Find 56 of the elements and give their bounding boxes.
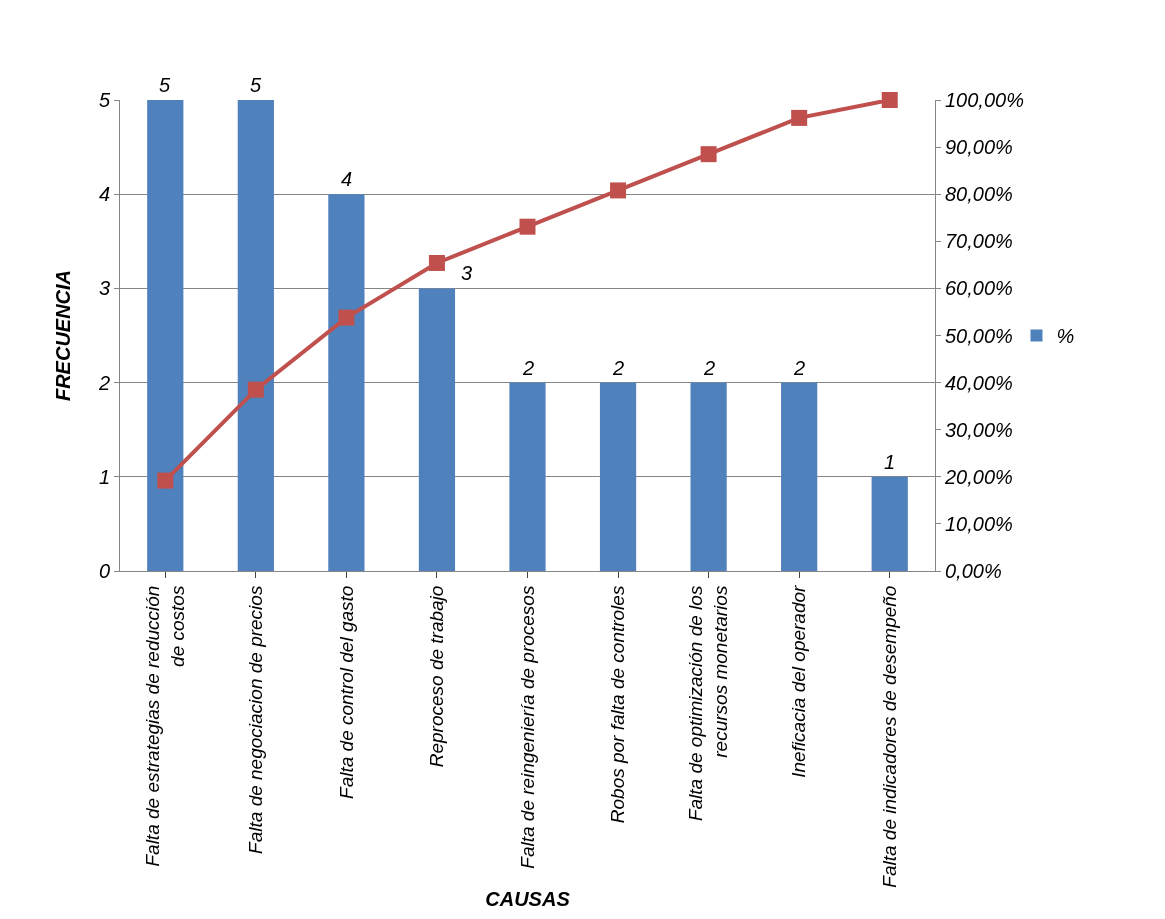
bar [509,382,546,571]
x-axis-title: CAUSAS [485,888,571,911]
x-tick-label: Falta de control del gasto [335,585,357,799]
point [610,182,627,199]
bar [418,288,456,571]
y2-tick-label: 60,00% [945,277,1013,300]
data-label: 5 [250,74,262,96]
data-label: 2 [703,357,716,379]
data-label: 3 [461,262,473,284]
x-tick-label: Robos por falta de controles [607,585,629,824]
y-tick-label: 2 [97,371,110,394]
y-tick-label: 5 [98,89,111,111]
bar [690,382,727,571]
bar [781,382,818,571]
data-label: 2 [793,357,806,379]
point [157,472,174,489]
data-label: 2 [522,357,535,379]
y-tick-label: 4 [98,183,110,206]
bar [237,100,274,571]
y2-tick-label: 100,00% [945,89,1024,111]
x-tick-label: Falta de indicadores de desempeño [878,585,900,888]
x-tick-label: Reproceso de trabajo [426,585,448,768]
y-tick-label: 0 [98,560,110,582]
y2-tick-label: 50,00% [945,324,1013,347]
x-tick-label: Ineficacia del operador [788,584,810,778]
y2-tick-label: 30,00% [945,418,1013,441]
data-label: 5 [159,74,171,96]
y2-tick-label: 90,00% [945,136,1013,159]
y2-tick-label: 0,00% [945,560,1002,582]
point [881,92,898,108]
point [700,146,717,163]
x-tick-label: Falta de optimización de los recursos monetarios [685,585,732,822]
bar [147,100,184,571]
x-tick-label: Falta de reingeniería de procesos [516,585,538,869]
x-tick-label: Falta de negociacion de precios [245,585,267,854]
bar [328,194,365,571]
bar [599,382,637,571]
point [791,109,808,126]
y-tick-label: 3 [98,277,110,300]
y2-tick-label: 40,00% [945,371,1013,394]
legend-label: % [1056,325,1075,348]
data-label: 1 [884,451,896,473]
y-axis-title: FRECUENCIA [52,269,74,402]
y2-tick-label: 80,00% [945,183,1013,206]
y-tick-label: 1 [98,465,110,488]
bar [871,476,908,571]
y2-tick-label: 20,00% [944,465,1013,488]
data-label: 4 [341,168,353,190]
point [519,218,536,235]
y2-tick-label: 10,00% [945,512,1013,535]
point [247,381,264,398]
x-tick-label: Falta de estrategias de reducción de costos [142,585,188,867]
point [338,309,355,326]
y2-tick-label: 70,00% [945,230,1013,253]
data-label: 2 [612,357,625,379]
point [428,254,445,271]
